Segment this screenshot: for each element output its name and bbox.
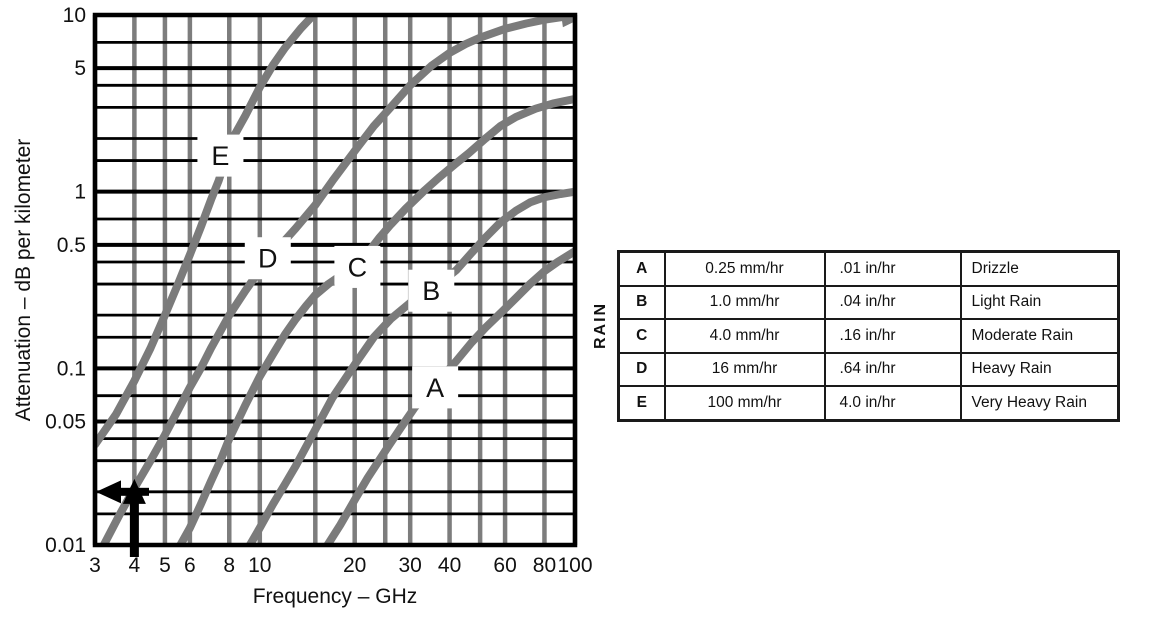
y-tick-label: 0.5 bbox=[57, 234, 86, 257]
curve-label-box-E bbox=[197, 134, 244, 177]
x-axis-title: Frequency – GHz bbox=[253, 585, 418, 608]
table-cell: Moderate Rain bbox=[959, 318, 1120, 354]
x-tick-label: 60 bbox=[493, 554, 516, 577]
rain-rate-table: A 0.25 mm/hr .01 in/hr Drizzle B 1.0 mm/hr .04… bbox=[617, 250, 1120, 422]
y-tick-label: 5 bbox=[74, 57, 86, 80]
table-cell: 100 mm/hr bbox=[663, 385, 826, 421]
table-cell: Very Heavy Rain bbox=[959, 385, 1120, 421]
curve-labels: E D C B A bbox=[197, 134, 459, 409]
x-tick-label: 80 bbox=[533, 554, 556, 577]
table-cell: 0.25 mm/hr bbox=[663, 250, 826, 287]
curve-label-box-C bbox=[334, 245, 381, 288]
y-tick-label: 0.01 bbox=[45, 534, 86, 557]
x-tick-label: 8 bbox=[223, 554, 235, 577]
y-axis-title: Attenuation – dB per kilometer bbox=[12, 139, 35, 422]
rain-table-row-B: B 1.0 mm/hr .04 in/hr Light Rain bbox=[617, 284, 1120, 320]
table-cell: B bbox=[617, 284, 666, 320]
x-tick-label: 4 bbox=[129, 554, 141, 577]
curve-label-E: E bbox=[211, 141, 229, 171]
x-tick-label: 5 bbox=[159, 554, 171, 577]
x-tick-label: 40 bbox=[438, 554, 461, 577]
table-cell: A bbox=[617, 250, 666, 287]
x-tick-label: 10 bbox=[248, 554, 271, 577]
rain-table-row-C: C 4.0 mm/hr .16 in/hr Moderate Rain bbox=[617, 318, 1120, 354]
table-cell: 4.0 mm/hr bbox=[663, 318, 826, 354]
curve-label-box-D bbox=[244, 237, 291, 280]
attenuation-arrow-head bbox=[96, 480, 121, 504]
curve-E bbox=[95, 15, 318, 449]
rain-side-label: RAIN bbox=[592, 301, 609, 349]
y-tick-label: 1 bbox=[74, 181, 86, 204]
curve-label-box-B bbox=[408, 269, 455, 312]
rain-table-row-E: E 100 mm/hr 4.0 in/hr Very Heavy Rain bbox=[617, 385, 1120, 421]
y-tick-labels: 10 5 1 0.5 0.1 0.05 0.01 bbox=[45, 4, 86, 557]
table-cell: .16 in/hr bbox=[823, 318, 962, 354]
table-cell: .01 in/hr bbox=[823, 250, 962, 287]
rain-table-row-A: A 0.25 mm/hr .01 in/hr Drizzle bbox=[617, 250, 1120, 287]
table-cell: E bbox=[617, 385, 666, 421]
rain-legend: RAIN A 0.25 mm/hr .01 in/hr Drizzle B 1.0 mm/… bbox=[588, 250, 1120, 422]
table-cell: Light Rain bbox=[959, 284, 1120, 320]
x-tick-label: 20 bbox=[343, 554, 366, 577]
x-tick-label: 6 bbox=[184, 554, 196, 577]
table-cell: Drizzle bbox=[959, 250, 1120, 287]
curve-D bbox=[99, 15, 575, 545]
y-tick-label: 10 bbox=[63, 4, 86, 27]
table-cell: D bbox=[617, 351, 666, 387]
curve-end-arrowhead bbox=[561, 15, 575, 28]
frequency-arrow-shaft bbox=[129, 502, 139, 557]
x-tick-labels: 3 4 5 6 8 10 20 30 40 60 80 100 bbox=[89, 554, 592, 577]
annotation-arrows bbox=[96, 478, 149, 557]
table-cell: .64 in/hr bbox=[823, 351, 962, 387]
table-cell: .04 in/hr bbox=[823, 284, 962, 320]
plot-border bbox=[92, 12, 578, 548]
y-tick-label: 0.05 bbox=[45, 411, 86, 434]
curve-label-B: B bbox=[422, 276, 440, 306]
table-cell: C bbox=[617, 318, 666, 354]
x-tick-label: 30 bbox=[399, 554, 422, 577]
table-cell: 1.0 mm/hr bbox=[663, 284, 826, 320]
y-tick-label: 0.1 bbox=[57, 357, 86, 380]
curve-label-D: D bbox=[258, 244, 278, 274]
curve-label-box-A bbox=[412, 366, 459, 409]
rain-table-row-D: D 16 mm/hr .64 in/hr Heavy Rain bbox=[617, 351, 1120, 387]
curve-label-A: A bbox=[426, 373, 444, 403]
x-tick-label: 3 bbox=[89, 554, 101, 577]
table-cell: 16 mm/hr bbox=[663, 351, 826, 387]
x-tick-label: 100 bbox=[557, 554, 592, 577]
table-cell: Heavy Rain bbox=[959, 351, 1120, 387]
table-cell: 4.0 in/hr bbox=[823, 385, 962, 421]
curve-label-C: C bbox=[348, 252, 368, 282]
attenuation-arrow-shaft bbox=[120, 487, 149, 496]
